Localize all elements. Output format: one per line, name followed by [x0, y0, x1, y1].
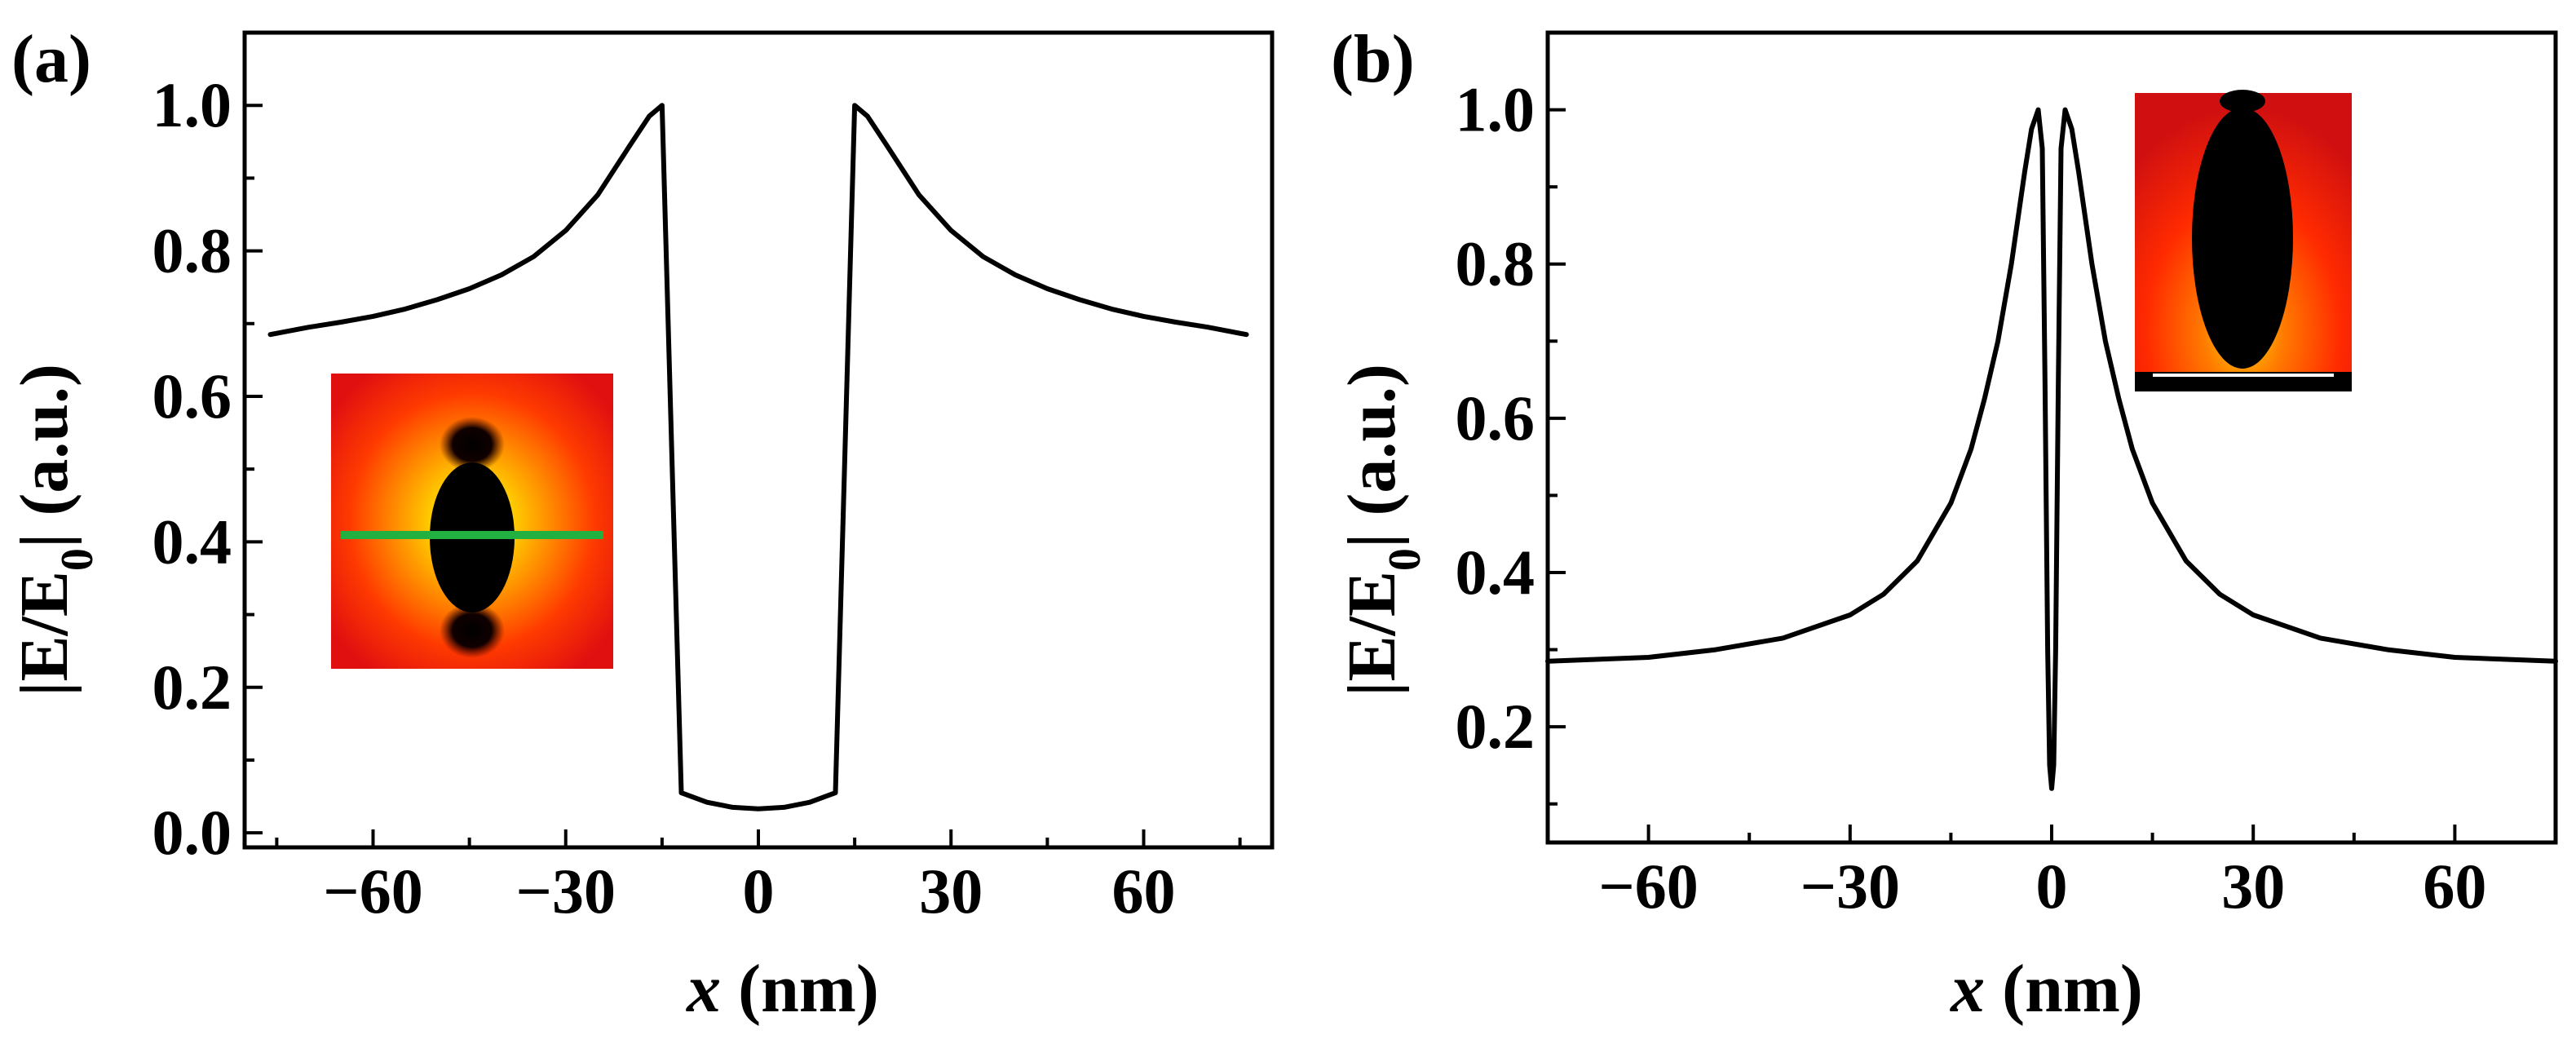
x-tick-label-a: 60	[1112, 856, 1176, 926]
y-axis-label-b: |E/E0| (a.u.)	[1334, 364, 1430, 696]
x-tick-label-b: −30	[1801, 851, 1900, 922]
y-tick-label-a: 0.2	[152, 652, 232, 723]
panel-a: (a) |E/E0| (a.u.) x (nm) −60 −30 0 30 60 0.0 0…	[7, 21, 1275, 1027]
x-tick-label-b: 30	[2221, 851, 2285, 922]
x-tick-label-a: −30	[516, 856, 616, 926]
inset-a-top-lobe	[440, 417, 505, 472]
y-axis-label-a: |E/E0| (a.u.)	[7, 364, 103, 696]
y-tick-label-a: 0.6	[152, 360, 232, 431]
y-tick-label-b: 0.6	[1456, 382, 1535, 453]
x-tick-label-b: −60	[1598, 851, 1698, 922]
series-line-a	[267, 103, 1249, 811]
x-tick-label-a: 0	[743, 856, 775, 926]
plot-frame-a	[242, 30, 1275, 850]
x-tick-label-b: 60	[2423, 851, 2486, 922]
y-tick-label-b: 0.4	[1456, 537, 1535, 608]
y-tick-label-a: 0.4	[152, 506, 232, 577]
panel-label-a: (a)	[11, 21, 91, 97]
inset-heatmap-a	[331, 374, 613, 669]
inset-b-particle	[2192, 108, 2293, 369]
y-tick-label-b: 1.0	[1456, 74, 1535, 145]
x-tick-label-a: −60	[323, 856, 422, 926]
ticks-a: −60 −30 0 30 60 0.0 0.2 0.4 0.6 0.8 1.0	[152, 31, 1242, 926]
inset-heatmap-b	[2135, 90, 2352, 391]
panel-b: (b) |E/E0| (a.u.) x (nm) −60 −30 0 30 60 0.2 0…	[1331, 21, 2558, 1027]
y-tick-label-a: 1.0	[152, 69, 232, 140]
series-line-b	[1545, 107, 2558, 791]
y-tick-label-a: 0.8	[152, 215, 232, 286]
x-axis-label-b: x (nm)	[1949, 951, 2143, 1027]
plot-frame-b	[1545, 30, 2558, 845]
y-tick-label-a: 0.0	[152, 797, 232, 868]
panel-label-b: (b)	[1331, 21, 1415, 97]
x-tick-label-b: 0	[2036, 851, 2068, 922]
x-axis-label-a: x (nm)	[685, 951, 879, 1027]
inset-b-top-shadow	[2220, 90, 2265, 113]
ticks-b: −60 −30 0 30 60 0.2 0.4 0.6 0.8 1.0	[1456, 31, 2557, 922]
inset-a-bottom-lobe	[440, 603, 505, 658]
y-tick-label-b: 0.2	[1456, 691, 1535, 762]
x-tick-label-a: 30	[919, 856, 983, 926]
y-tick-label-b: 0.8	[1456, 228, 1535, 299]
